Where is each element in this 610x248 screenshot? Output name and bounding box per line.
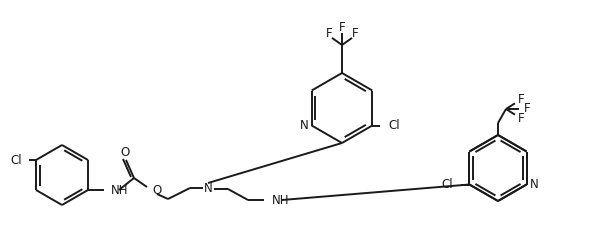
Text: F: F	[326, 27, 332, 40]
Text: N: N	[529, 178, 539, 191]
Text: N: N	[204, 183, 212, 195]
Text: Cl: Cl	[389, 119, 400, 132]
Text: F: F	[352, 27, 358, 40]
Text: N: N	[300, 119, 309, 132]
Text: O: O	[120, 147, 129, 159]
Text: F: F	[339, 21, 345, 34]
Text: O: O	[152, 184, 161, 196]
Text: F: F	[523, 102, 530, 116]
Text: NH: NH	[111, 184, 129, 196]
Text: NH: NH	[272, 193, 290, 207]
Text: Cl: Cl	[442, 178, 453, 191]
Text: F: F	[518, 112, 525, 125]
Text: F: F	[518, 93, 525, 106]
Text: Cl: Cl	[10, 154, 22, 166]
